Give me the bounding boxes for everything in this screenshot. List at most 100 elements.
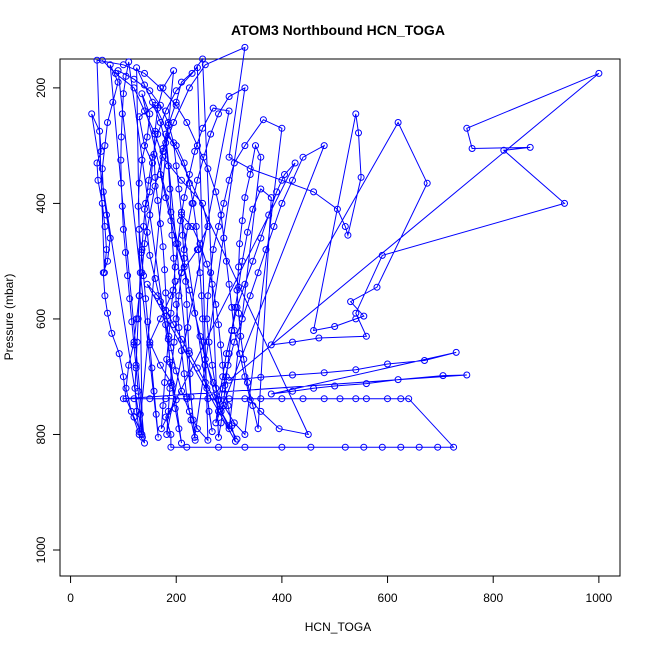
data-point <box>278 443 286 451</box>
data-point <box>167 217 175 225</box>
data-point <box>405 395 413 403</box>
data-point <box>122 395 130 403</box>
data-point <box>146 395 154 403</box>
data-point <box>421 357 428 364</box>
data-point <box>215 223 222 230</box>
data-point <box>149 98 156 106</box>
data-point <box>162 130 170 138</box>
data-point <box>171 405 179 412</box>
data-point <box>180 263 188 271</box>
data-point <box>320 369 328 377</box>
data-point <box>265 211 273 219</box>
data-point <box>170 321 178 329</box>
data-point <box>241 280 249 288</box>
data-point <box>88 110 96 118</box>
data-point <box>289 387 296 395</box>
data-point <box>97 147 105 155</box>
data-point <box>134 202 142 210</box>
data-point <box>159 243 167 251</box>
x-tick-label: 400 <box>272 591 292 605</box>
data-point <box>185 286 193 294</box>
data-point <box>118 202 126 210</box>
data-point <box>183 393 191 401</box>
data-point <box>154 197 162 204</box>
data-point <box>228 327 236 334</box>
data-point <box>180 159 188 167</box>
y-tick-label: 400 <box>34 193 48 213</box>
data-point <box>203 260 211 268</box>
y-axis-label: Pressure (mbar) <box>2 274 16 361</box>
data-point <box>146 338 154 346</box>
data-point <box>93 159 101 167</box>
data-point <box>130 75 138 83</box>
data-point <box>114 78 122 86</box>
data-point <box>159 147 167 155</box>
data-point <box>270 223 278 230</box>
data-point <box>220 199 228 207</box>
data-point <box>235 283 243 291</box>
data-point <box>156 315 164 323</box>
data-point <box>170 254 178 262</box>
data-point <box>156 220 164 228</box>
data-point <box>141 142 148 150</box>
data-point <box>130 84 138 92</box>
data-point <box>135 292 143 300</box>
data-point <box>136 410 144 418</box>
data-point <box>241 395 249 403</box>
data-point <box>205 407 213 415</box>
data-point <box>171 263 179 271</box>
data-point <box>115 350 123 358</box>
data-point <box>278 395 286 403</box>
data-point <box>138 156 146 164</box>
data-point <box>119 61 127 69</box>
data-point <box>178 439 185 447</box>
data-point <box>208 361 216 369</box>
data-point <box>201 379 209 386</box>
data-point <box>162 139 170 147</box>
data-point <box>244 228 251 236</box>
data-point <box>241 431 249 438</box>
data-point <box>397 395 405 403</box>
data-point <box>468 145 476 152</box>
data-point <box>103 246 110 254</box>
data-point <box>183 119 191 126</box>
data-point <box>150 387 158 395</box>
data-point <box>238 315 246 323</box>
data-point <box>172 162 180 170</box>
data-point <box>178 347 185 355</box>
data-point <box>132 361 140 369</box>
data-point <box>130 395 138 403</box>
data-point <box>222 257 230 265</box>
data-point <box>249 402 257 410</box>
data-point <box>135 179 143 187</box>
data-point <box>225 153 233 161</box>
data-point <box>196 240 204 248</box>
data-point <box>170 119 178 126</box>
data-point <box>185 84 193 92</box>
data-point <box>215 321 222 329</box>
data-point <box>204 223 212 230</box>
data-point <box>170 338 178 346</box>
data-point <box>167 443 175 451</box>
data-point <box>291 159 299 167</box>
data-point <box>193 425 201 433</box>
data-point <box>201 361 209 369</box>
data-point <box>154 433 162 441</box>
y-axis: 200 400 600 800 1000 <box>34 78 60 563</box>
data-point <box>127 407 135 415</box>
data-point <box>159 145 167 152</box>
data-point <box>267 194 275 202</box>
data-point <box>254 269 262 277</box>
data-point <box>119 225 127 233</box>
data-point <box>185 350 193 358</box>
data-point <box>93 56 101 64</box>
data-point <box>526 143 534 151</box>
data-point <box>201 61 209 69</box>
data-point <box>135 113 143 121</box>
data-point <box>96 127 104 135</box>
data-point <box>146 110 154 118</box>
data-point <box>191 436 199 444</box>
data-point <box>209 246 217 254</box>
data-point <box>117 133 125 141</box>
